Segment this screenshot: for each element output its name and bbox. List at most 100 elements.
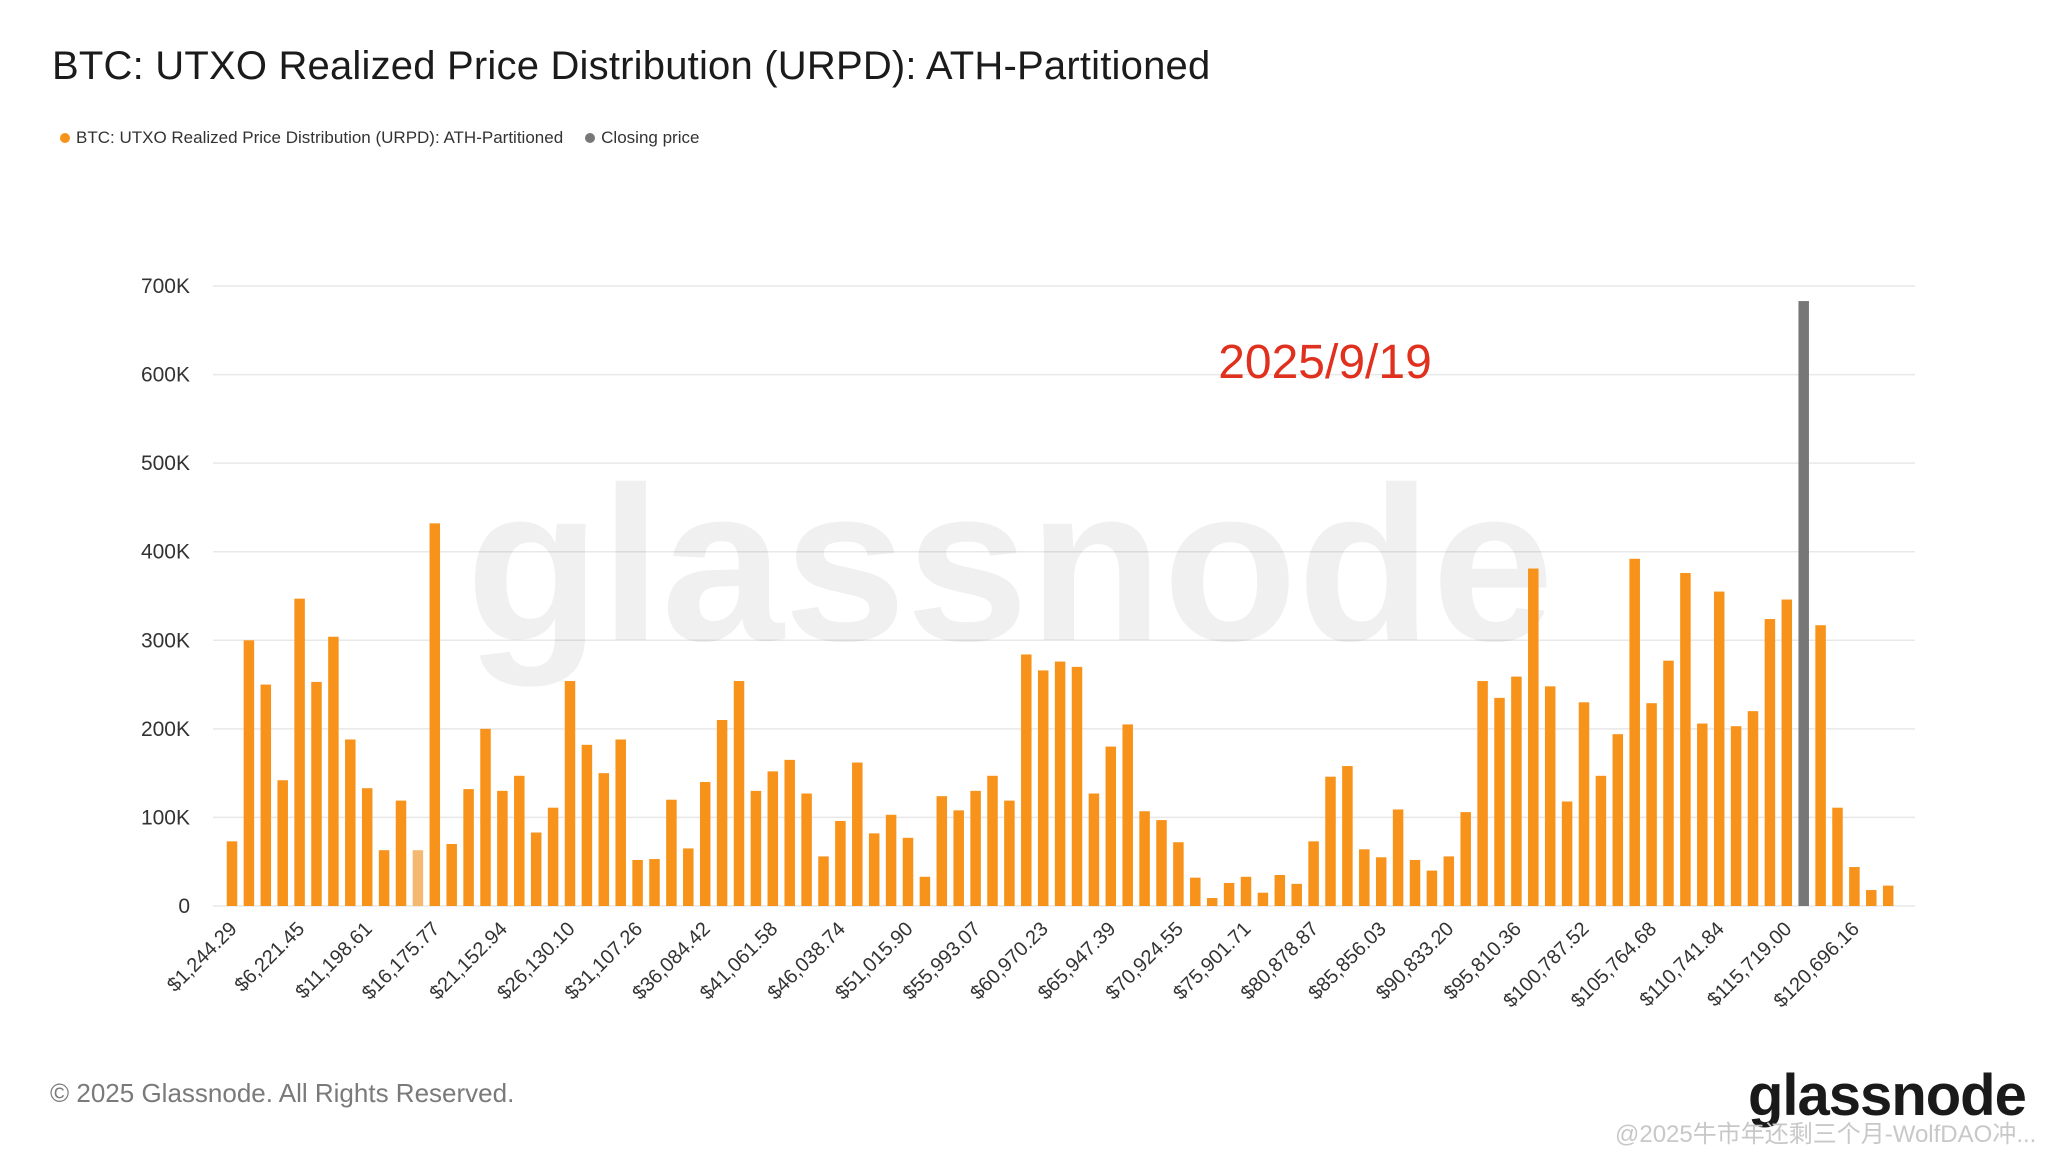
urpd-bar[interactable]	[852, 762, 863, 906]
urpd-bar[interactable]	[311, 681, 322, 906]
urpd-bar[interactable]	[868, 833, 880, 906]
urpd-bar[interactable]	[530, 832, 542, 906]
urpd-bar[interactable]	[767, 771, 779, 906]
urpd-bar[interactable]	[1375, 857, 1387, 906]
urpd-bar[interactable]	[1409, 859, 1421, 906]
urpd-bar[interactable]	[750, 790, 762, 906]
urpd-bar[interactable]	[1528, 568, 1539, 906]
urpd-bar[interactable]	[699, 782, 711, 906]
urpd-bar[interactable]	[1054, 661, 1066, 906]
urpd-bar[interactable]	[801, 793, 812, 906]
urpd-bar[interactable]	[1021, 654, 1032, 906]
urpd-bar[interactable]	[716, 720, 728, 906]
urpd-bar[interactable]	[1088, 793, 1100, 906]
urpd-bar[interactable]	[1325, 776, 1336, 906]
urpd-bar[interactable]	[1747, 711, 1759, 906]
closing-price-bar[interactable]	[1798, 301, 1809, 906]
urpd-bar[interactable]	[1663, 660, 1674, 906]
urpd-bar[interactable]	[1561, 801, 1573, 906]
urpd-bar[interactable]	[885, 814, 897, 906]
urpd-bar[interactable]	[480, 728, 491, 906]
urpd-bar[interactable]	[1156, 820, 1167, 906]
urpd-bar[interactable]	[1223, 882, 1235, 906]
urpd-bar[interactable]	[1713, 591, 1725, 906]
urpd-bar[interactable]	[1443, 856, 1455, 906]
urpd-bar[interactable]	[1494, 697, 1505, 906]
urpd-bar[interactable]	[1697, 723, 1708, 906]
urpd-bar[interactable]	[936, 796, 948, 906]
urpd-bar[interactable]	[564, 681, 576, 906]
urpd-bar[interactable]	[683, 848, 694, 906]
urpd-bar[interactable]	[1544, 686, 1556, 906]
urpd-bar[interactable]	[1291, 883, 1302, 906]
urpd-bar[interactable]	[1122, 724, 1133, 906]
urpd-bar[interactable]	[970, 790, 981, 906]
urpd-bar[interactable]	[1308, 841, 1319, 906]
urpd-bar[interactable]	[1274, 875, 1286, 906]
urpd-bar[interactable]	[1832, 807, 1843, 906]
urpd-bar[interactable]	[1105, 746, 1117, 906]
urpd-bar[interactable]	[260, 684, 272, 906]
urpd-bar[interactable]	[378, 850, 390, 906]
urpd-bar[interactable]	[1240, 876, 1252, 906]
urpd-bar[interactable]	[1882, 885, 1894, 906]
urpd-bar[interactable]	[1190, 877, 1201, 906]
urpd-bar[interactable]	[1680, 572, 1691, 906]
urpd-bar[interactable]	[1342, 766, 1353, 906]
urpd-bar[interactable]	[345, 739, 356, 906]
urpd-bar[interactable]	[666, 799, 677, 906]
urpd-bar[interactable]	[1460, 812, 1471, 906]
urpd-bar[interactable]	[733, 681, 745, 906]
urpd-bar[interactable]	[1578, 702, 1590, 906]
urpd-bar[interactable]	[1511, 676, 1522, 906]
legend-item-closing-price[interactable]: Closing price	[585, 128, 699, 148]
urpd-bar[interactable]	[1629, 558, 1640, 906]
urpd-bar[interactable]	[987, 775, 998, 906]
urpd-bar[interactable]	[226, 841, 238, 906]
urpd-bar[interactable]	[1595, 775, 1607, 906]
urpd-bar[interactable]	[1037, 670, 1049, 906]
urpd-bar[interactable]	[615, 739, 626, 906]
urpd-bar[interactable]	[1004, 800, 1015, 906]
urpd-bar[interactable]	[412, 850, 424, 906]
urpd-bar[interactable]	[902, 837, 914, 906]
urpd-bar[interactable]	[294, 598, 305, 906]
urpd-bar[interactable]	[581, 744, 593, 906]
urpd-bar[interactable]	[919, 876, 931, 906]
urpd-bar[interactable]	[835, 820, 846, 906]
legend-item-urpd[interactable]: BTC: UTXO Realized Price Distribution (U…	[60, 128, 563, 148]
urpd-bar[interactable]	[446, 844, 457, 906]
urpd-bar[interactable]	[1612, 734, 1624, 906]
urpd-bar[interactable]	[277, 780, 288, 906]
urpd-bar[interactable]	[243, 640, 255, 906]
urpd-bar[interactable]	[361, 788, 373, 906]
urpd-bar[interactable]	[463, 789, 474, 906]
urpd-bar[interactable]	[1426, 870, 1438, 906]
urpd-bar[interactable]	[1173, 842, 1184, 906]
urpd-bar[interactable]	[818, 856, 829, 906]
urpd-bar[interactable]	[1849, 867, 1860, 906]
urpd-bar[interactable]	[514, 775, 525, 906]
urpd-bar[interactable]	[953, 810, 964, 906]
urpd-bar[interactable]	[497, 790, 508, 906]
urpd-bar[interactable]	[1257, 892, 1269, 906]
urpd-bar[interactable]	[429, 523, 441, 906]
urpd-bar[interactable]	[395, 800, 407, 906]
urpd-bar[interactable]	[1815, 625, 1826, 906]
urpd-bar[interactable]	[1781, 599, 1793, 906]
urpd-bar[interactable]	[598, 773, 610, 906]
urpd-bar[interactable]	[1646, 703, 1657, 906]
urpd-bar[interactable]	[1764, 619, 1776, 906]
urpd-bar[interactable]	[1392, 809, 1404, 906]
urpd-bar[interactable]	[328, 636, 339, 906]
urpd-bar[interactable]	[1206, 898, 1218, 906]
urpd-bar[interactable]	[1477, 681, 1488, 906]
urpd-bar[interactable]	[1139, 811, 1150, 906]
urpd-bar[interactable]	[1730, 726, 1742, 906]
urpd-bar[interactable]	[1359, 849, 1370, 906]
urpd-bar[interactable]	[1071, 666, 1083, 906]
urpd-bar[interactable]	[547, 807, 559, 906]
urpd-bar[interactable]	[632, 859, 643, 906]
urpd-bar[interactable]	[649, 859, 660, 906]
urpd-bar[interactable]	[1866, 890, 1877, 906]
